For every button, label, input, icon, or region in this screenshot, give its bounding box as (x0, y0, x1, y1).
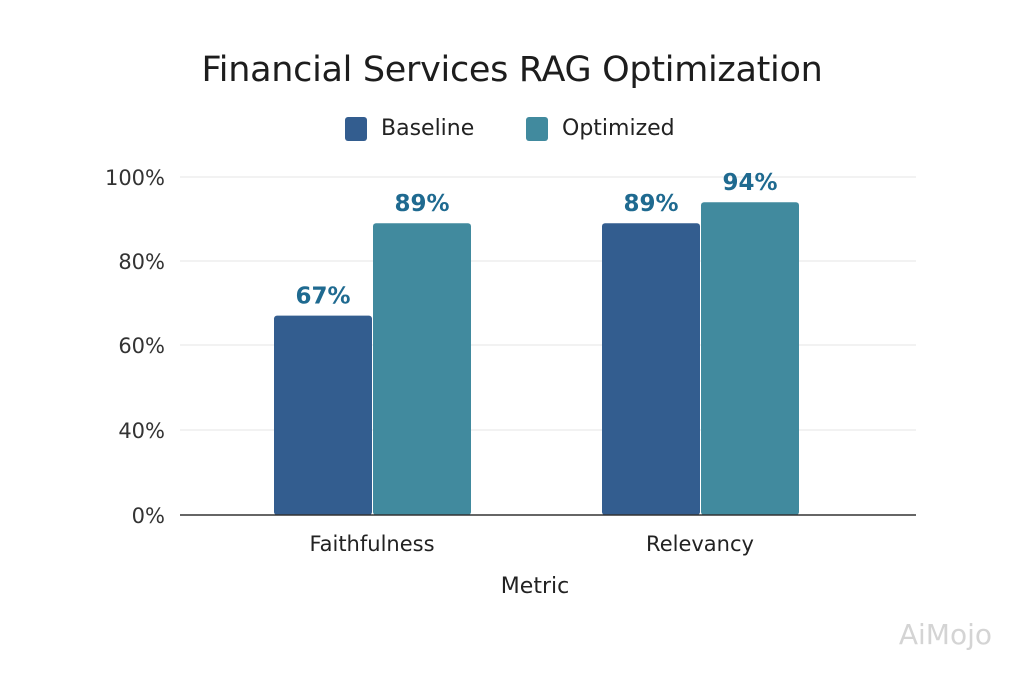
legend-swatch-optimized (526, 116, 548, 141)
legend-item-optimized: Optimized (526, 116, 675, 141)
bar-optimized-relevancy (701, 202, 799, 515)
legend-swatch-baseline (345, 116, 367, 141)
data-label: 89% (623, 191, 678, 217)
chart-title: Financial Services RAG Optimization (201, 50, 823, 90)
legend-label: Baseline (381, 116, 475, 141)
x-axis-label: Metric (500, 574, 570, 599)
y-tick-label: 100% (105, 166, 165, 190)
data-label: 67% (295, 284, 350, 310)
y-tick-label: 40% (118, 419, 165, 443)
x-tick-label: Faithfulness (309, 532, 434, 556)
bar-baseline-relevancy (602, 223, 700, 515)
data-label: 89% (394, 191, 449, 217)
y-tick-label: 0% (132, 504, 165, 528)
watermark-logo: AiMojo (898, 618, 992, 651)
bar-optimized-faithfulness (373, 223, 471, 515)
data-label: 94% (722, 170, 777, 196)
legend-label: Optimized (562, 116, 675, 141)
legend-item-baseline: Baseline (345, 116, 474, 141)
y-tick-label: 60% (118, 334, 165, 358)
bar-baseline-faithfulness (274, 315, 372, 515)
y-tick-label: 80% (118, 250, 165, 274)
x-tick-label: Relevancy (646, 532, 754, 556)
